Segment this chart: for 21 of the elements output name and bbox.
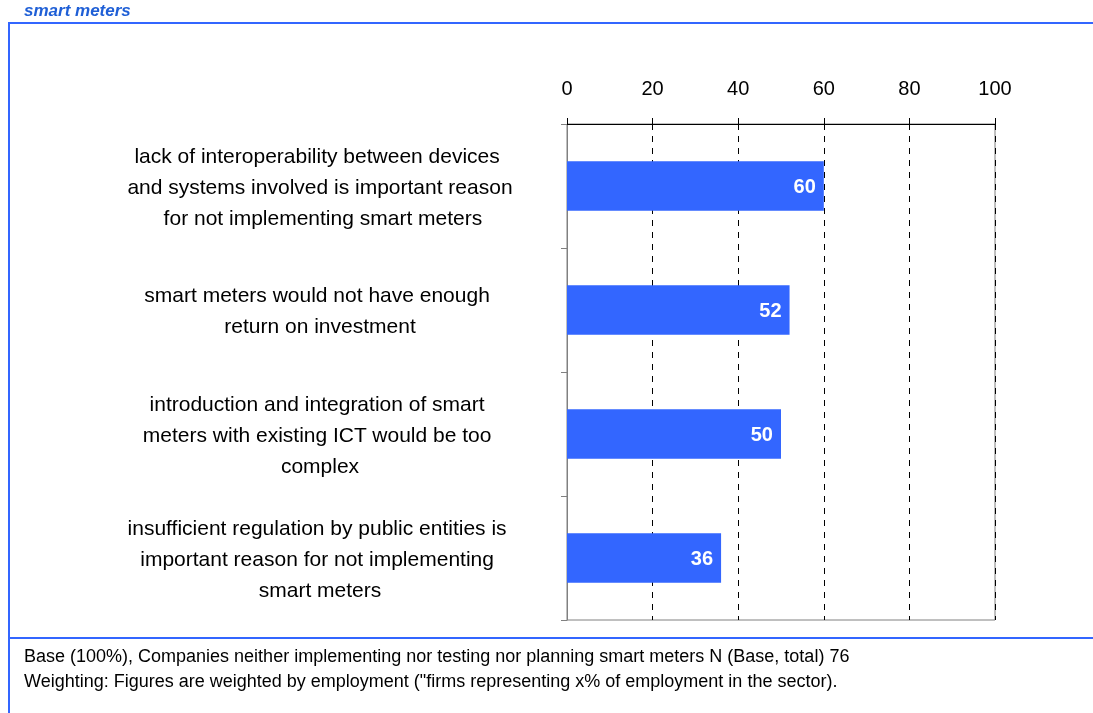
bar: [567, 409, 781, 459]
text: Base (100%), Companies neither implementing nor testing nor planning smart meters N (Base, total) 76: [24, 645, 850, 668]
bar: [567, 285, 790, 335]
x-tick-label: 100: [978, 77, 1012, 99]
x-tick-label: 0: [561, 77, 573, 99]
x-tick-label: 60: [812, 77, 835, 99]
data-label: 52: [759, 299, 782, 321]
y-tick-label: smart meters would not have enough return on investment: [144, 283, 496, 337]
data-label: 60: [793, 175, 816, 197]
text: smart meters: [24, 1, 131, 21]
y-tick-label: lack of interoperability between devices and systems involved is important reason for not implementing smart meters: [127, 143, 513, 229]
y-tick-label: insufficient regulation by public entities is important reason for not implementing smart meters: [127, 515, 513, 601]
bar: [567, 533, 722, 583]
bar: [567, 161, 824, 211]
x-tick-label: 20: [641, 77, 664, 99]
y-tick-label: introduction and integration of smart meters with existing ICT would be too complex: [142, 391, 498, 477]
data-label: 36: [690, 547, 714, 569]
text: Weighting: Figures are weighted by employment ("firms representing x% of employment in the sector).: [24, 670, 839, 693]
data-label: 50: [750, 423, 773, 445]
x-tick-label: 40: [727, 77, 750, 99]
x-tick-label: 80: [898, 77, 921, 99]
